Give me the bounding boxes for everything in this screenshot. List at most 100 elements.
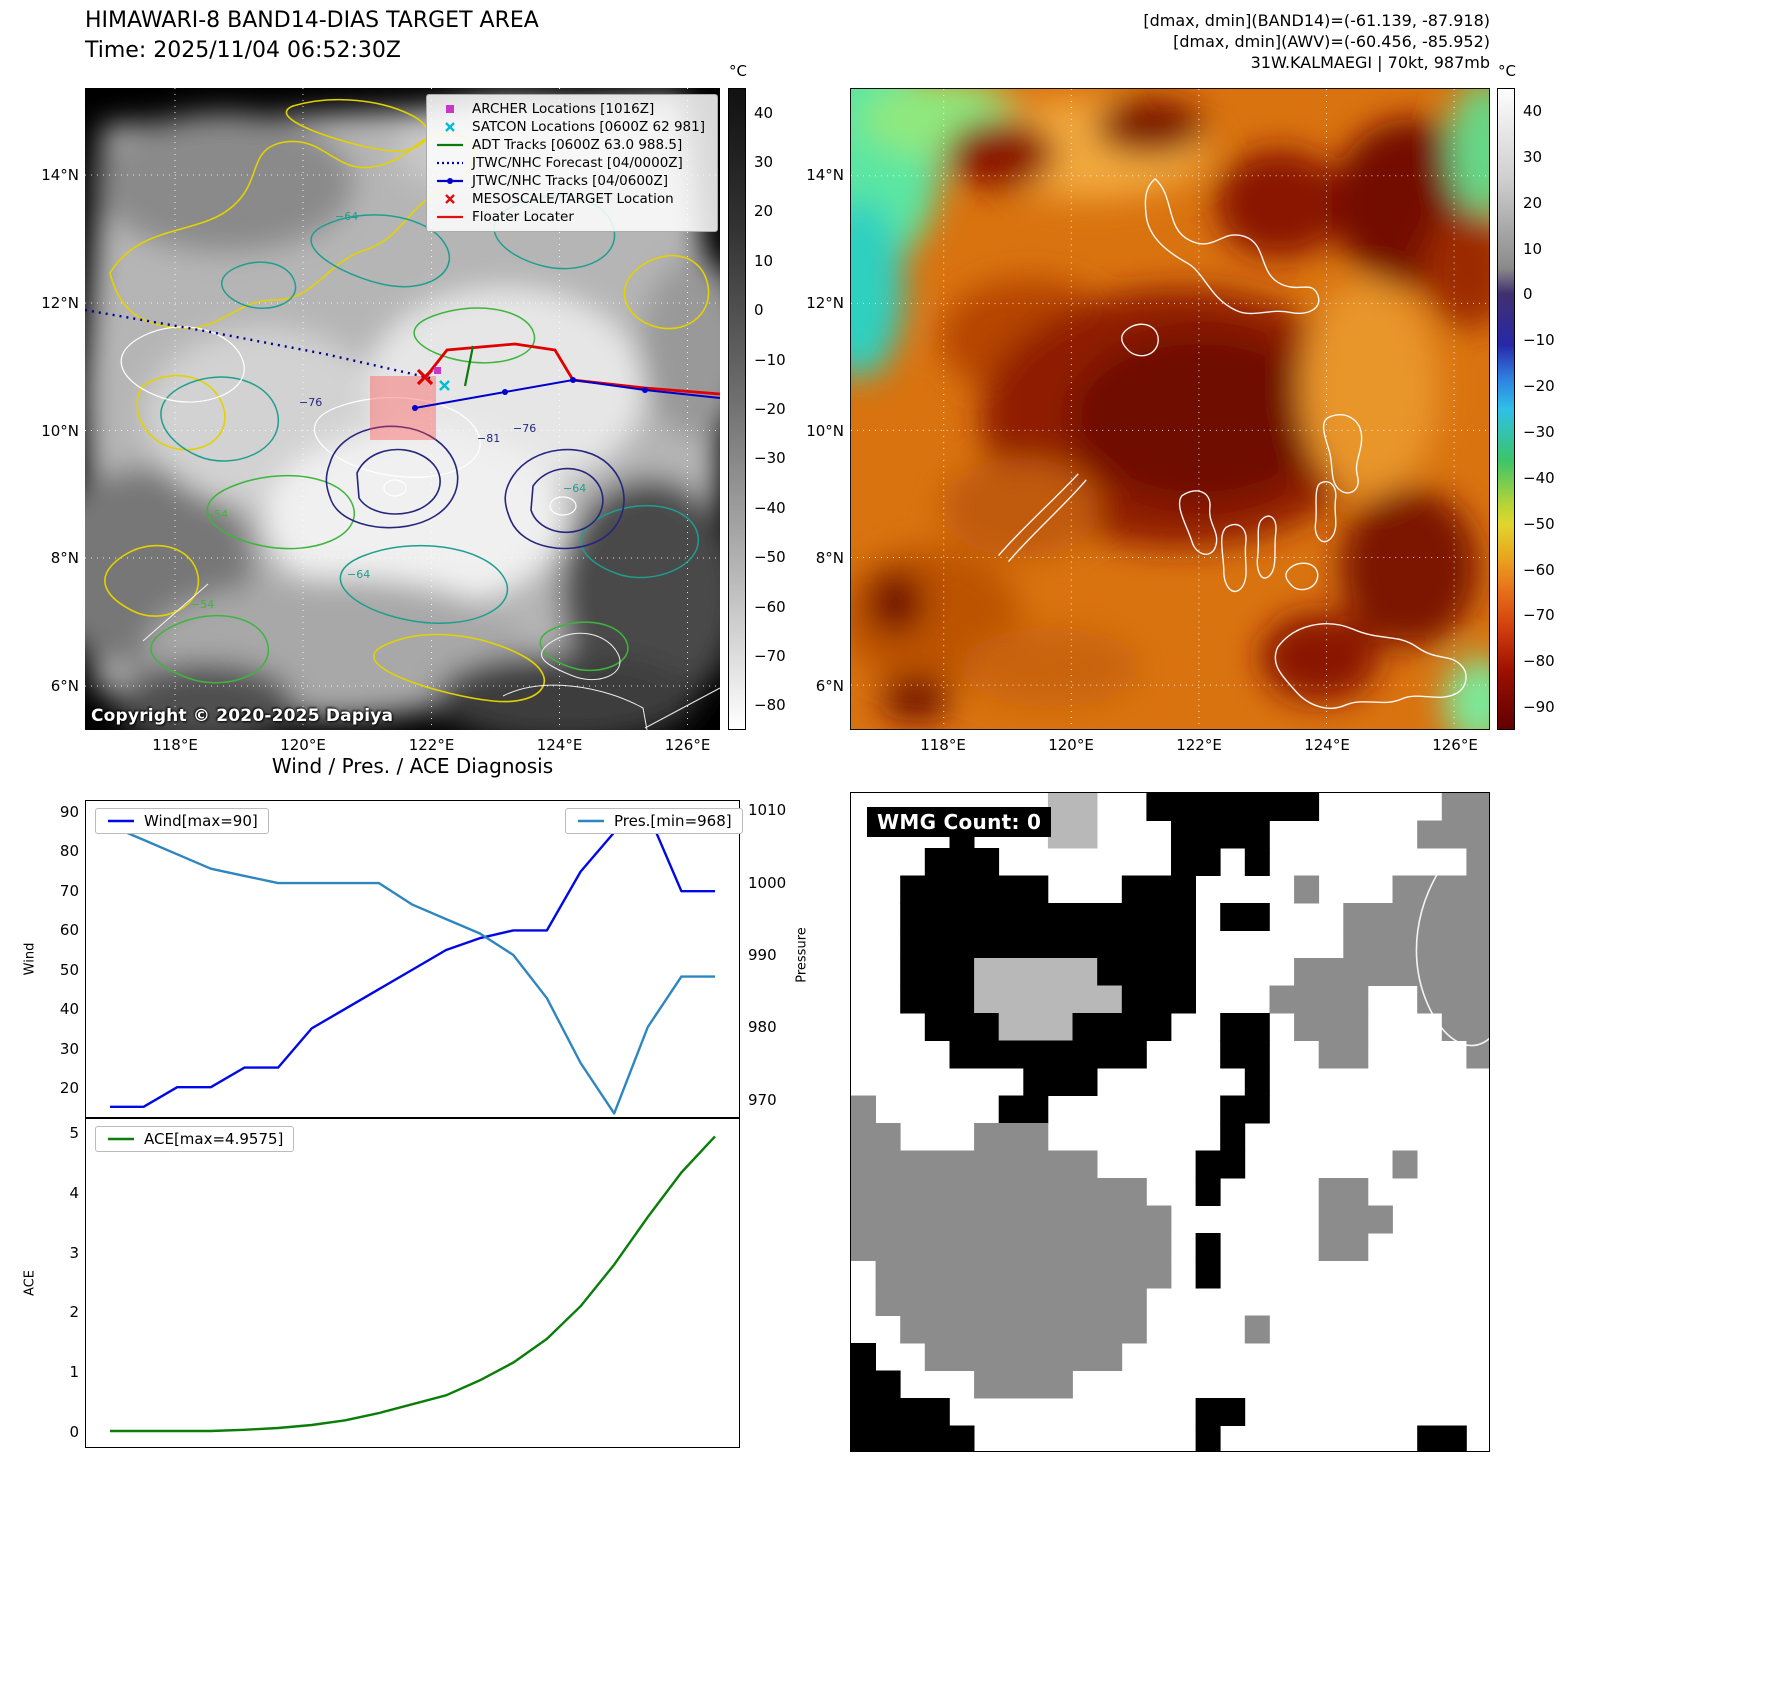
wmg-cell (1441, 1013, 1467, 1041)
wmg-cell (949, 1260, 975, 1289)
wmg-cell (1417, 903, 1443, 931)
awv-colorbar-tick: −60 (1523, 560, 1555, 579)
band14-colorbar-tick: 40 (754, 103, 774, 122)
contour-label: −76 (299, 396, 322, 409)
wmg-cell (924, 930, 950, 959)
contour-label: −76 (513, 422, 536, 435)
wmg-cell (974, 1040, 1000, 1069)
wmg-cell (1441, 820, 1467, 849)
wmg-cell (1392, 1150, 1418, 1179)
wmg-cell (1318, 1040, 1344, 1069)
wmg-cell (851, 1150, 876, 1179)
wmg-cell (1023, 875, 1049, 904)
map-legend-label: SATCON Locations [0600Z 62 981] (472, 119, 705, 135)
wmg-cell (1097, 903, 1123, 931)
wmg-cell (1121, 985, 1147, 1014)
wmg-cell (949, 1343, 975, 1371)
wmg-cell (1195, 1425, 1221, 1451)
line-dot-marker (437, 178, 463, 184)
legend-line-sample (108, 819, 134, 823)
wmg-cell (1023, 1013, 1049, 1041)
coastlines (998, 178, 1467, 709)
wmg-cell (1023, 985, 1049, 1014)
wmg-cell (1023, 1095, 1049, 1124)
wmg-cell (900, 1260, 926, 1289)
wmg-cell (1343, 985, 1369, 1014)
wmg-cell (1466, 848, 1489, 876)
wmg-cell (1367, 930, 1393, 959)
x-marker (445, 122, 455, 132)
wmg-cell (1343, 1205, 1369, 1234)
awv-colorbar-tick: −70 (1523, 606, 1555, 625)
wmg-cell (1195, 1178, 1221, 1206)
legend-entry: ACE[max=4.9575] (106, 1130, 283, 1148)
wmg-cell (998, 1095, 1024, 1124)
wmg-cell (1466, 793, 1489, 821)
wmg-cell (1023, 1288, 1049, 1316)
band14-lat-tick: 14°N (41, 166, 79, 184)
wmg-cell (1220, 1123, 1246, 1151)
band14-colorbar-tick: −50 (754, 548, 786, 567)
map-legend-label: Floater Locater (472, 209, 574, 225)
wmg-cell (1244, 1040, 1270, 1069)
wmg-cell (924, 1013, 950, 1041)
wmg-cell (1072, 1013, 1098, 1041)
awv-colorbar-tick: 0 (1523, 285, 1533, 304)
wmg-cell (1146, 875, 1172, 904)
wmg-cell (1441, 930, 1467, 959)
ace-ytick: 0 (69, 1422, 79, 1441)
wmg-cell (875, 1178, 901, 1206)
awv-lon-tick: 126°E (1432, 736, 1478, 754)
wmg-cell (1023, 1315, 1049, 1344)
wmg-cell (1121, 1205, 1147, 1234)
wmg-coastline (1415, 856, 1489, 1047)
awv-colorbar-tick: −80 (1523, 652, 1555, 671)
awv-lon-tick: 124°E (1304, 736, 1350, 754)
target-area-rect (370, 376, 436, 440)
wmg-cell (974, 1233, 1000, 1261)
wmg-cell (974, 1123, 1000, 1151)
awv-header: [dmax, dmin](BAND14)=(-61.139, -87.918) … (900, 10, 1490, 73)
jtwc-track-points (412, 377, 648, 411)
wmg-cell (949, 875, 975, 904)
wmg-cell (1023, 1370, 1049, 1399)
band14-lat-tick: 6°N (50, 677, 79, 695)
wmg-cell (1097, 1233, 1123, 1261)
wmg-cell (1072, 1315, 1098, 1344)
wmg-cell (1047, 1260, 1073, 1289)
wind-ytick: 20 (59, 1079, 79, 1097)
wmg-cell (1072, 793, 1098, 821)
wind-pressure-chart (85, 800, 740, 1118)
contour-label: −54 (191, 598, 214, 611)
wmg-cell (924, 958, 950, 986)
wmg-cell (949, 903, 975, 931)
wmg-cell (851, 1370, 876, 1399)
wmg-cell (900, 1150, 926, 1179)
wmg-cell (1417, 1425, 1443, 1451)
awv-lat-tick: 8°N (815, 549, 844, 567)
wmg-cell (1121, 958, 1147, 986)
wmg-cell (900, 985, 926, 1014)
wmg-cell (900, 930, 926, 959)
wmg-cell (1171, 958, 1196, 986)
wmg-cell (974, 1178, 1000, 1206)
ACE[max=4.9575]-line (110, 1135, 716, 1433)
line-marker (437, 143, 463, 147)
wmg-cell (900, 875, 926, 904)
wmg-cell (1146, 1013, 1172, 1041)
wmg-cell (900, 1315, 926, 1344)
awv-header-line2: [dmax, dmin](AWV)=(-60.456, -85.952) (1173, 32, 1490, 51)
wmg-cell (1072, 1260, 1098, 1289)
awv-colorbar-tick: −10 (1523, 331, 1555, 350)
archer-marker (434, 367, 441, 374)
wmg-cell (1244, 1013, 1270, 1041)
wmg-cell (1121, 1260, 1147, 1289)
wmg-cell (1146, 930, 1172, 959)
wmg-cell (1417, 930, 1443, 959)
wmg-cell (998, 1288, 1024, 1316)
wmg-cell (900, 1233, 926, 1261)
map-legend-label: JTWC/NHC Tracks [04/0600Z] (472, 173, 669, 189)
wmg-cell (1441, 793, 1467, 821)
map-legend-entry: ARCHER Locations [1016Z] (435, 100, 709, 118)
wmg-cell (1072, 958, 1098, 986)
